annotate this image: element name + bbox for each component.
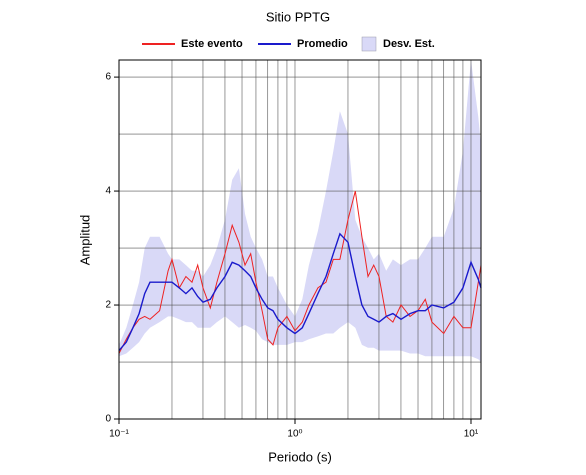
y-tick-label: 6 [105,72,111,83]
plot-frame [118,59,482,420]
legend-swatch [361,36,377,52]
legend-label: Este evento [181,38,243,50]
std-band [119,60,481,362]
y-tick-label: 4 [105,186,111,197]
x-axis-label: Periodo (s) [268,449,332,464]
series-line [118,190,482,354]
x-tick-label: 10⁻¹ [109,429,129,440]
series-line [118,232,482,352]
y-tick-label: 2 [105,300,111,311]
legend-label: Promedio [297,38,348,50]
chart-title: Sitio PPTG [266,9,330,24]
x-tick-label: 10¹ [464,429,479,440]
y-tick-label: 0 [105,414,111,425]
x-tick-label: 10⁰ [287,429,302,440]
legend-label: Desv. Est. [383,38,435,50]
y-axis-label: Amplitud [77,215,92,266]
